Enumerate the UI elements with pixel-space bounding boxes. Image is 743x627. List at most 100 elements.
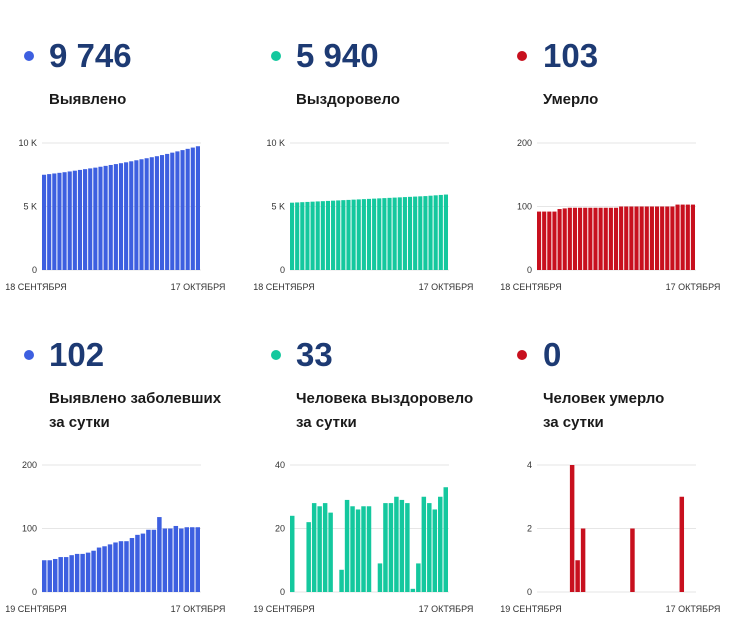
- bar: [42, 560, 47, 592]
- panel-recovered-daily: 33 Человека выздоровело за сутки 0 20 40 19…: [248, 314, 495, 627]
- panel-deaths-daily: 0 Человек умерло за сутки 0 2 4 19 СЕНТЯБРЯ…: [495, 314, 742, 627]
- deaths-daily-label: Человек умерло за сутки: [543, 387, 664, 435]
- bar: [372, 198, 377, 270]
- bar: [438, 496, 443, 592]
- bar: [62, 172, 67, 270]
- bar: [80, 553, 85, 592]
- bar: [593, 207, 598, 270]
- bar: [383, 503, 388, 592]
- bar: [175, 151, 180, 270]
- bar: [394, 496, 399, 592]
- label-line: за сутки: [49, 414, 110, 431]
- bar: [113, 164, 118, 270]
- y-tick-label: 10 K: [266, 138, 285, 148]
- y-tick-label: 100: [22, 524, 37, 534]
- bar: [154, 156, 159, 270]
- deaths-total-value: 103: [543, 37, 599, 74]
- bar: [341, 200, 346, 270]
- bar: [113, 542, 118, 592]
- bar: [355, 509, 361, 592]
- bar: [52, 558, 58, 592]
- chart-deaths-daily: 0 2 4 19 СЕНТЯБРЯ 17 ОКТЯБРЯ: [500, 460, 720, 614]
- bar: [344, 499, 350, 592]
- bar: [290, 515, 295, 592]
- bar: [392, 197, 397, 270]
- series-dot: [517, 350, 527, 360]
- bar: [322, 503, 328, 592]
- bar: [366, 198, 372, 270]
- bar: [432, 509, 438, 592]
- y-tick-label: 20: [275, 524, 285, 534]
- bar: [613, 207, 619, 270]
- y-tick-label: 2: [527, 524, 532, 534]
- bar: [300, 202, 305, 270]
- bar: [180, 150, 185, 270]
- bar: [102, 546, 107, 592]
- y-tick-label: 0: [527, 265, 532, 275]
- bar: [639, 206, 644, 270]
- chart-deaths-total: 0 100 200 18 СЕНТЯБРЯ 17 ОКТЯБРЯ: [500, 138, 721, 292]
- detected-daily-value: 102: [49, 336, 105, 373]
- bar: [416, 563, 421, 592]
- bar: [173, 525, 179, 592]
- bar: [405, 503, 410, 592]
- series-dot: [24, 51, 34, 61]
- bar: [382, 198, 387, 270]
- recovered-daily-value: 33: [296, 336, 333, 373]
- recovered-total-label: Выздоровело: [296, 88, 400, 112]
- bar: [423, 196, 428, 270]
- panel-detected-total: 9 746 Выявлено 0 5 K 10 K 18 СЕНТЯБРЯ 17 ОКТ…: [0, 0, 247, 313]
- bar: [93, 167, 98, 270]
- bar: [124, 541, 129, 592]
- panel-detected-daily: 102 Выявлено заболевших за сутки 0 100 200…: [0, 314, 247, 627]
- chart-detected-total: 0 5 K 10 K 18 СЕНТЯБРЯ 17 ОКТЯБРЯ: [5, 138, 225, 292]
- bar: [179, 528, 184, 592]
- bar: [421, 496, 427, 592]
- bar: [190, 527, 195, 592]
- bar: [63, 557, 69, 592]
- bar: [377, 563, 383, 592]
- y-tick-label: 0: [280, 265, 285, 275]
- bar: [443, 487, 448, 592]
- bar: [377, 198, 382, 270]
- bar: [619, 206, 624, 270]
- bar: [680, 204, 685, 270]
- bar: [537, 211, 542, 270]
- bar: [397, 197, 402, 270]
- bar: [629, 206, 634, 270]
- deaths-total-label: Умерло: [543, 88, 598, 112]
- x-start-label: 19 СЕНТЯБРЯ: [5, 604, 67, 614]
- label-line: за сутки: [543, 414, 604, 431]
- bar: [356, 199, 361, 270]
- bar: [77, 169, 83, 270]
- y-tick-label: 0: [527, 587, 532, 597]
- x-end-label: 17 ОКТЯБРЯ: [419, 604, 474, 614]
- x-start-label: 18 СЕНТЯБРЯ: [500, 282, 562, 292]
- bar: [350, 506, 355, 592]
- x-end-label: 17 ОКТЯБРЯ: [666, 282, 721, 292]
- bar: [67, 171, 72, 270]
- bar: [388, 503, 394, 592]
- bar: [562, 208, 567, 270]
- bar: [69, 555, 74, 592]
- detected-total-label: Выявлено: [49, 88, 126, 112]
- bar: [433, 195, 438, 270]
- bar: [91, 550, 96, 592]
- x-start-label: 19 СЕНТЯБРЯ: [253, 604, 315, 614]
- label-line: Умерло: [543, 91, 599, 108]
- bar: [306, 522, 311, 592]
- bar: [690, 204, 695, 270]
- bar: [74, 553, 80, 592]
- bar: [685, 204, 690, 270]
- recovered-daily-label: Человека выздоровело за сутки: [296, 387, 473, 435]
- bar: [630, 528, 635, 592]
- bar: [351, 199, 356, 270]
- bar: [418, 196, 423, 270]
- bar: [608, 207, 613, 270]
- bar: [149, 157, 154, 270]
- y-tick-label: 5 K: [271, 202, 285, 212]
- label-line: Выявлено: [49, 91, 127, 108]
- bar: [129, 538, 135, 592]
- bar: [162, 528, 168, 592]
- bar: [569, 465, 575, 592]
